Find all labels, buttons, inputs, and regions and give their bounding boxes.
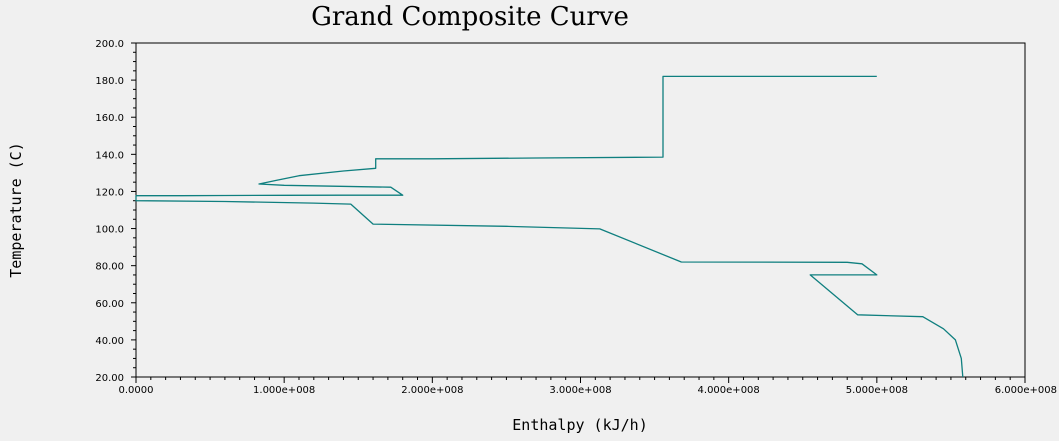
y-tick-label: 20.00 (95, 373, 124, 384)
x-axis-ticks: 0.0000 1.000e+008 2.000e+008 3.000e+008 4.00… (119, 377, 1057, 396)
x-tick-label: 5.000e+008 (846, 385, 908, 396)
y-tick-label: 80.00 (95, 262, 124, 273)
y-tick-label: 60.00 (95, 299, 124, 310)
x-tick-label: 2.000e+008 (401, 385, 463, 396)
series-layer (135, 75, 964, 378)
y-tick-label: 120.0 (95, 187, 124, 198)
x-tick-label: 4.000e+008 (698, 385, 760, 396)
y-tick-label: 160.0 (95, 113, 124, 124)
x-tick-label: 0.0000 (119, 385, 154, 396)
x-tick-label: 6.000e+008 (995, 385, 1057, 396)
y-axis-ticks: 20.00 40.00 60.00 80.00 100.0 120.0 140.0 160.0… (95, 39, 136, 384)
y-tick-label: 140.0 (95, 150, 124, 161)
y-tick-label: 180.0 (95, 76, 124, 87)
gcc-series-line (135, 75, 964, 378)
y-axis-label: Temperature (C) (7, 142, 25, 277)
x-axis-label: Enthalpy (kJ/h) (512, 416, 647, 434)
y-tick-label: 40.00 (95, 336, 124, 347)
x-tick-label: 3.000e+008 (549, 385, 611, 396)
y-tick-label: 100.0 (95, 225, 124, 236)
plot-area (135, 42, 1026, 378)
y-tick-label: 200.0 (95, 39, 124, 50)
chart-title: Grand Composite Curve (311, 2, 629, 32)
x-tick-label: 1.000e+008 (253, 385, 315, 396)
